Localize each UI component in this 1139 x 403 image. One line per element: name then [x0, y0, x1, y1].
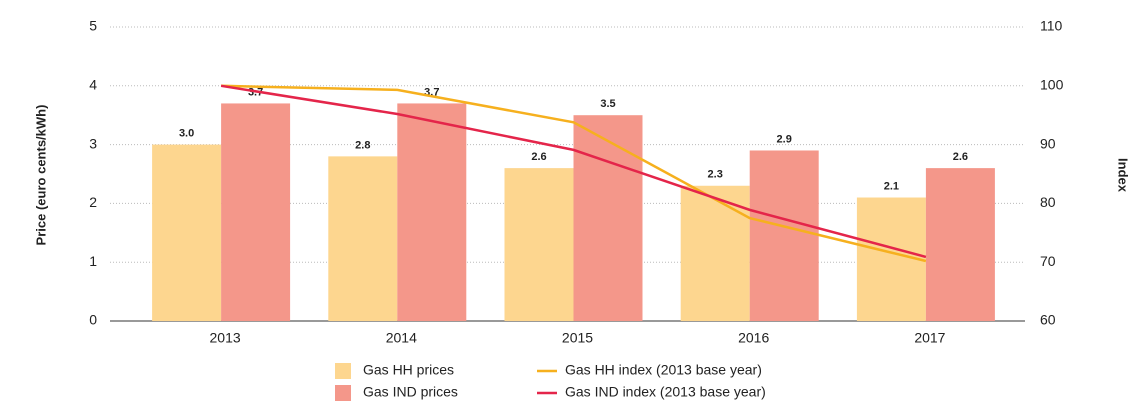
bar: [504, 168, 574, 321]
bar: [573, 115, 643, 321]
bar: [397, 103, 467, 321]
y2-tick-label: 100: [1040, 77, 1064, 93]
x-tick-label: 2017: [914, 330, 945, 346]
value-label: 2.6: [531, 151, 546, 163]
value-label: 2.9: [777, 133, 792, 145]
x-tick-label: 2016: [738, 330, 769, 346]
y-tick-label: 3: [89, 135, 97, 151]
bar: [152, 144, 222, 321]
y2-tick-label: 90: [1040, 135, 1056, 151]
y-tick-label: 0: [89, 312, 97, 328]
y2-tick-label: 70: [1040, 253, 1056, 269]
y2-axis-title: Index: [1116, 158, 1131, 193]
y-tick-label: 2: [89, 194, 97, 210]
value-label: 2.6: [953, 151, 968, 163]
bar: [221, 103, 291, 321]
bar: [328, 156, 398, 321]
value-label: 2.1: [884, 180, 899, 192]
y-tick-label: 1: [89, 253, 97, 269]
x-tick-label: 2014: [386, 330, 417, 346]
legend-swatch: [335, 363, 351, 379]
value-label: 3.5: [600, 98, 615, 110]
value-label: 2.8: [355, 139, 370, 151]
y-axis-title: Price (euro cents/kWh): [33, 105, 48, 246]
legend-label: Gas IND index (2013 base year): [565, 384, 766, 400]
line: [221, 84, 927, 263]
y-tick-label: 5: [89, 18, 97, 34]
legend-swatch: [335, 385, 351, 401]
bar: [925, 168, 995, 321]
y2-tick-label: 60: [1040, 312, 1056, 328]
x-tick-label: 2013: [210, 330, 241, 346]
y-tick-label: 4: [89, 77, 97, 93]
value-label: 3.0: [179, 128, 194, 140]
line: [220, 84, 927, 259]
legend-label: Gas HH prices: [363, 362, 454, 378]
bar: [749, 150, 819, 321]
y2-tick-label: 110: [1040, 18, 1063, 34]
legend-label: Gas HH index (2013 base year): [565, 362, 762, 378]
value-label: 2.3: [708, 169, 723, 181]
bar: [680, 185, 750, 321]
legend-label: Gas IND prices: [363, 384, 458, 400]
y2-tick-label: 80: [1040, 194, 1056, 210]
x-tick-label: 2015: [562, 330, 593, 346]
